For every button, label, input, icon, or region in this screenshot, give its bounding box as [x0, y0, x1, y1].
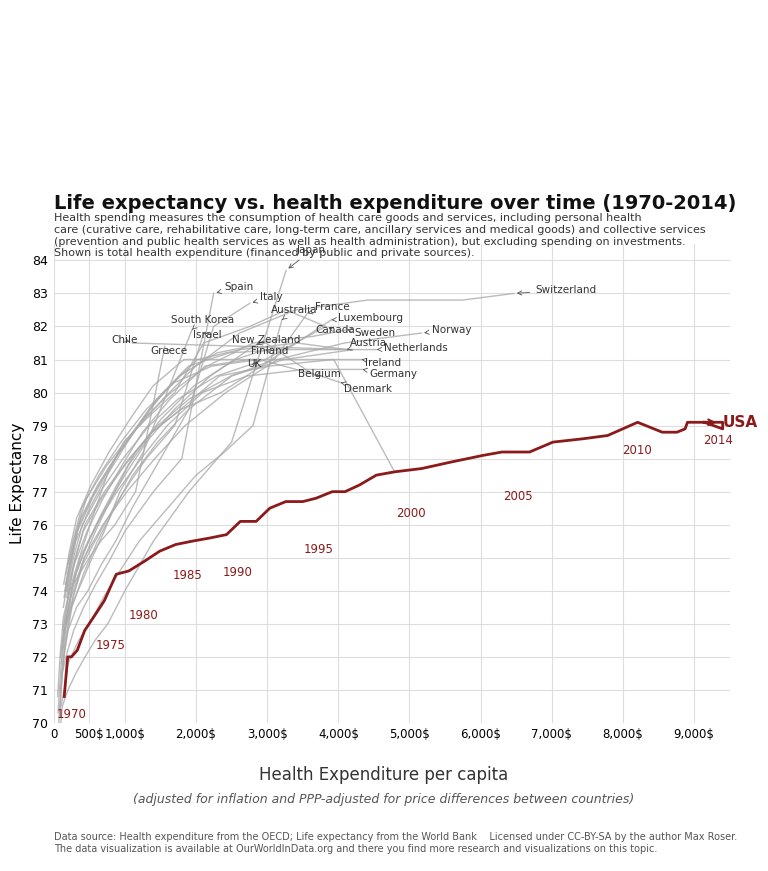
Text: France: France	[309, 301, 349, 314]
Text: 2014: 2014	[703, 434, 733, 447]
Text: Japan: Japan	[289, 246, 326, 268]
Text: Data source: Health expenditure from the OECD; Life expectancy from the World Ba: Data source: Health expenditure from the…	[54, 832, 737, 854]
Text: Norway: Norway	[425, 325, 472, 334]
Text: (adjusted for inflation and PPP-adjusted for price differences between countries: (adjusted for inflation and PPP-adjusted…	[134, 793, 634, 806]
Text: Spain: Spain	[217, 282, 253, 294]
Text: Italy: Italy	[253, 292, 283, 303]
Text: Switzerland: Switzerland	[518, 285, 597, 295]
Text: Life expectancy vs. health expenditure over time (1970-2014): Life expectancy vs. health expenditure o…	[54, 194, 737, 213]
Text: in Data: in Data	[605, 80, 662, 94]
Y-axis label: Life Expectancy: Life Expectancy	[10, 422, 25, 544]
Text: 2000: 2000	[396, 507, 425, 519]
Text: Belgium: Belgium	[298, 369, 341, 380]
Text: Chile: Chile	[111, 334, 137, 345]
Text: 2005: 2005	[503, 490, 532, 503]
Text: UK: UK	[247, 360, 262, 369]
Text: Germany: Germany	[363, 368, 418, 380]
Text: USA: USA	[723, 415, 757, 429]
Text: Denmark: Denmark	[342, 381, 392, 395]
Text: Canada: Canada	[315, 325, 355, 334]
Text: Netherlands: Netherlands	[378, 343, 448, 353]
Text: Luxembourg: Luxembourg	[333, 314, 403, 323]
Text: New Zealand: New Zealand	[232, 334, 300, 345]
Text: 1970: 1970	[57, 708, 87, 721]
Text: Ireland: Ireland	[362, 358, 401, 368]
Text: Greece: Greece	[151, 347, 187, 356]
Text: South Korea: South Korea	[170, 315, 233, 329]
Text: Australia: Australia	[271, 305, 318, 320]
Text: Finland: Finland	[251, 347, 289, 356]
Text: 1975: 1975	[95, 638, 125, 652]
Text: 1990: 1990	[223, 566, 253, 579]
Text: Our World: Our World	[594, 58, 674, 72]
Text: Health spending measures the consumption of health care goods and services, incl: Health spending measures the consumption…	[54, 213, 705, 258]
Text: Israel: Israel	[193, 330, 222, 340]
Text: Sweden: Sweden	[348, 328, 396, 338]
Text: 1995: 1995	[303, 543, 333, 556]
Text: Health Expenditure per capita: Health Expenditure per capita	[260, 766, 508, 784]
Text: 2010: 2010	[622, 443, 651, 456]
Text: 1985: 1985	[172, 570, 202, 583]
Text: Austria: Austria	[347, 338, 387, 350]
Text: 1980: 1980	[129, 609, 158, 622]
